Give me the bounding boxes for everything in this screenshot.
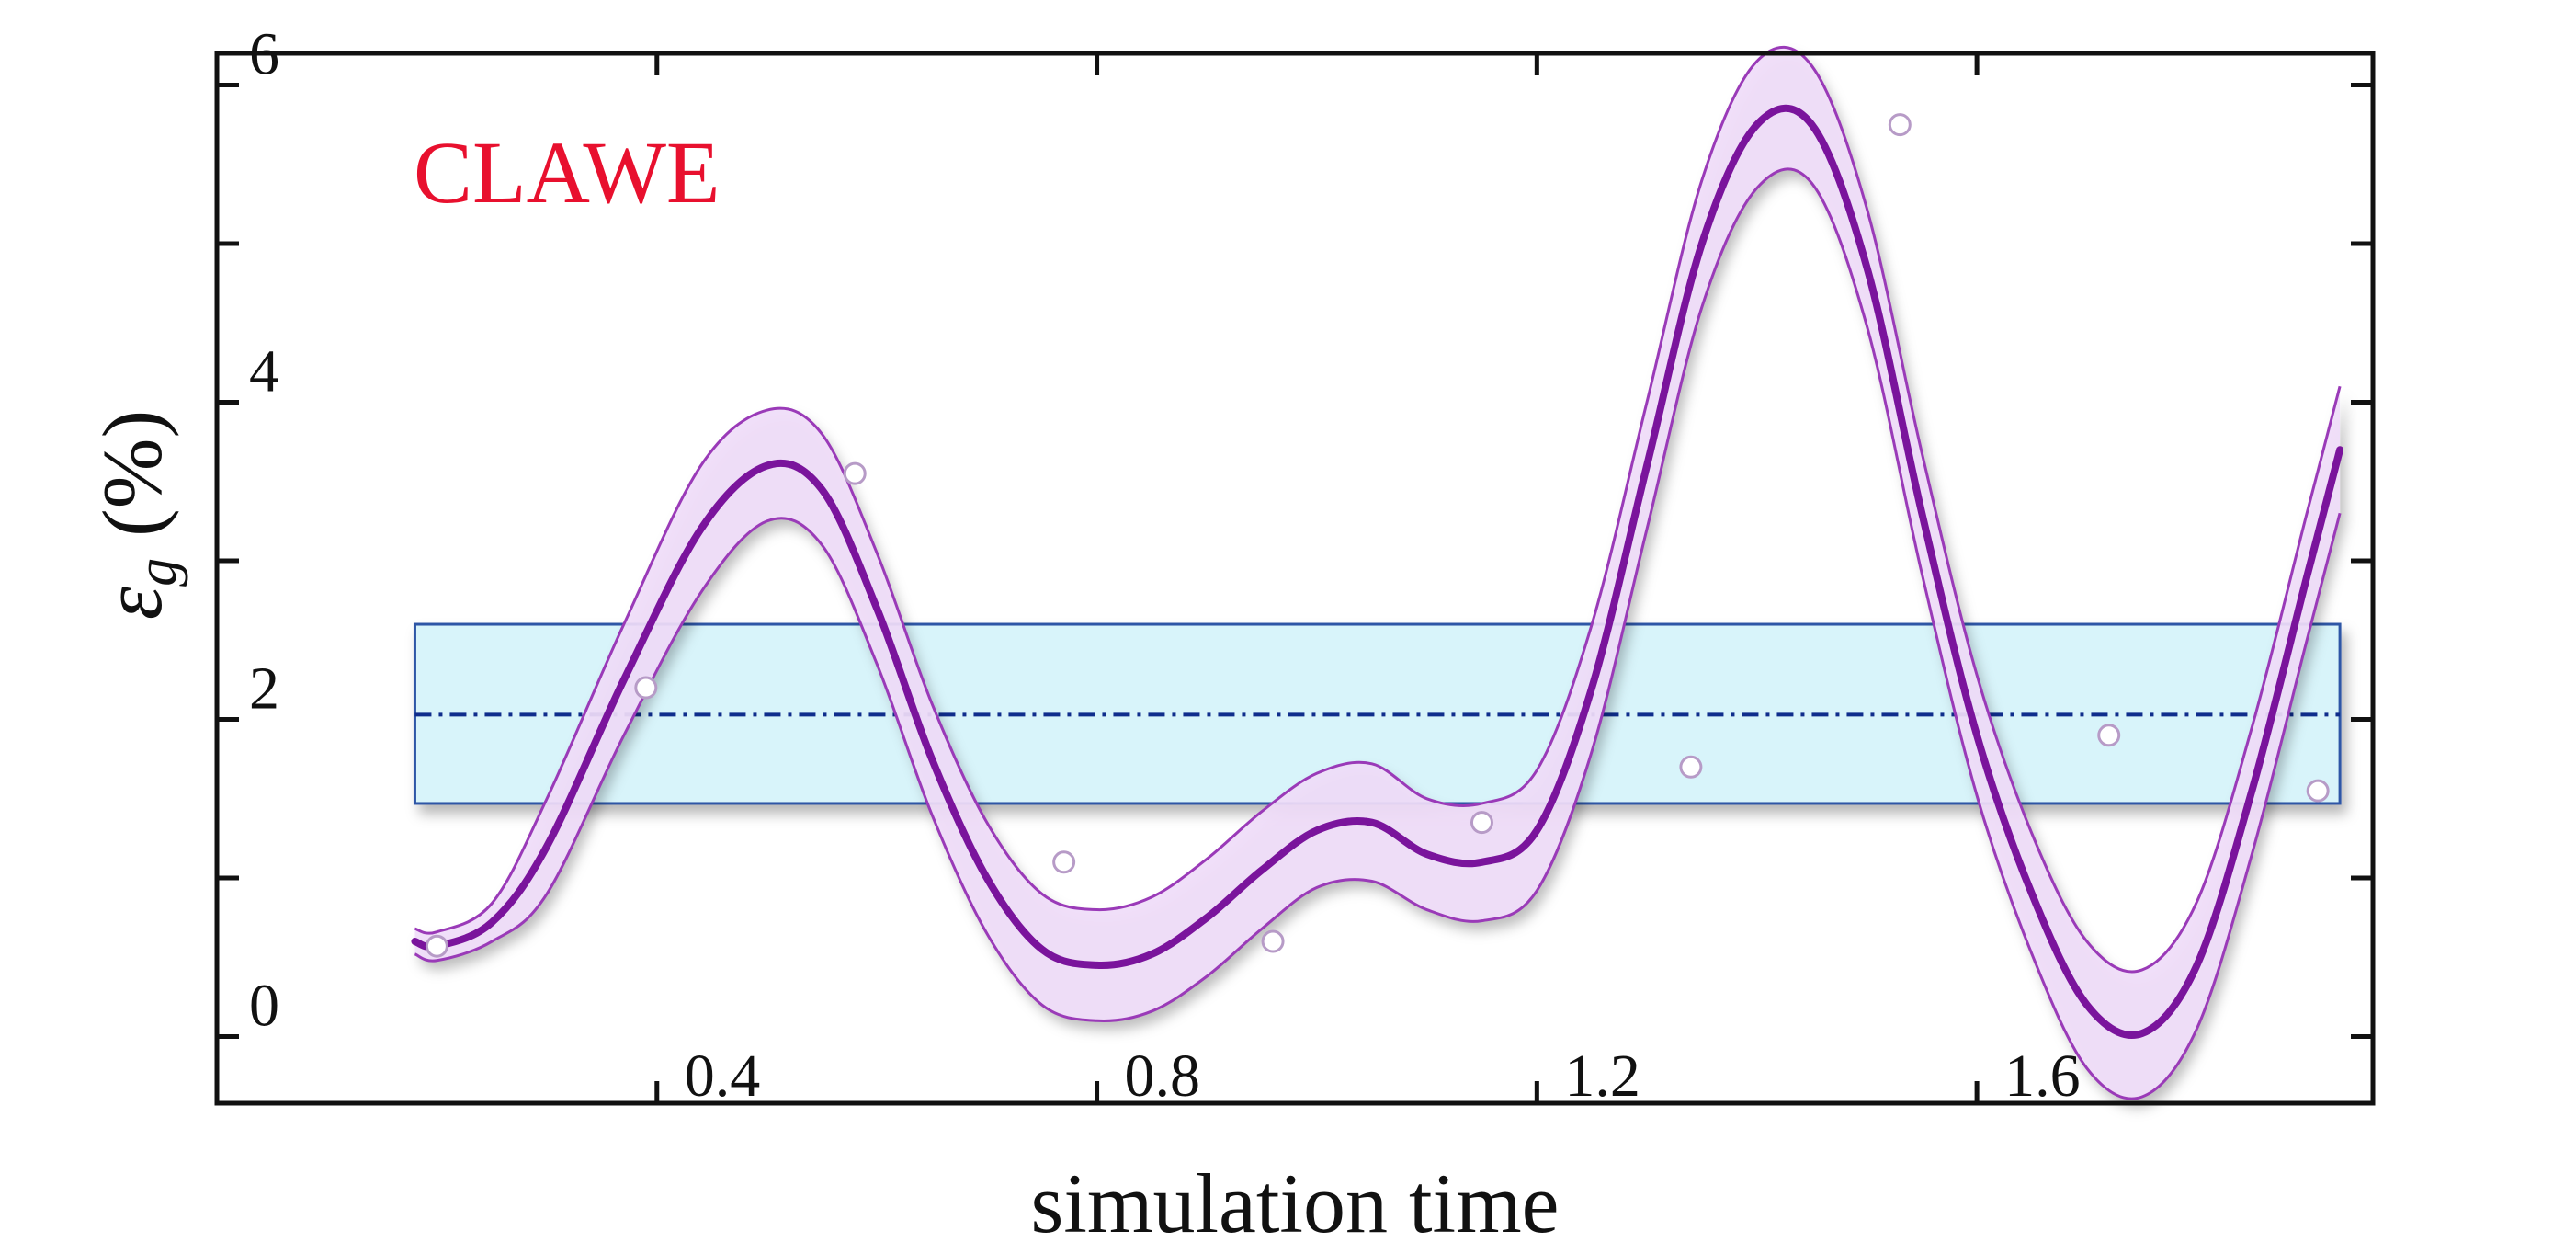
mean-line (411, 104, 2344, 1039)
data-marker (2097, 724, 2121, 747)
y-tick-label: 6 (249, 21, 279, 88)
y-axis-subscript: g (126, 558, 188, 587)
uncertainty-band (414, 47, 2341, 1100)
data-marker (1261, 929, 1285, 953)
chart-annotation: CLAWE (414, 123, 721, 222)
x-tick-label: 1.2 (1564, 1043, 1640, 1110)
y-axis-title: εg (%) (85, 410, 188, 620)
x-tick-label: 0.8 (1125, 1043, 1201, 1110)
data-marker (634, 676, 658, 700)
x-tick-label: 1.6 (2004, 1043, 2081, 1110)
data-marker (843, 461, 867, 485)
data-marker (1679, 755, 1703, 779)
upper-bound-line (414, 45, 2342, 974)
y-axis-symbol: ε (85, 586, 179, 620)
data-marker (1470, 811, 1493, 835)
axis-ticks: 0.4 0.8 1.2 1.6 0 2 4 6 (217, 21, 2373, 1110)
x-tick-label: 0.4 (685, 1043, 761, 1110)
y-axis-unit: (%) (85, 410, 179, 558)
y-tick-label: 2 (249, 655, 279, 723)
data-marker (1052, 850, 1076, 874)
data-marker (1888, 113, 1912, 137)
y-tick-label: 0 (249, 973, 279, 1040)
y-tick-label: 4 (249, 338, 279, 405)
data-marker (425, 934, 448, 958)
plot-area (411, 45, 2344, 1100)
lower-bound-line (414, 167, 2342, 1100)
plot-frame (214, 51, 2376, 1106)
data-marker (2306, 779, 2330, 803)
x-axis-title: simulation time (1031, 1157, 1560, 1242)
